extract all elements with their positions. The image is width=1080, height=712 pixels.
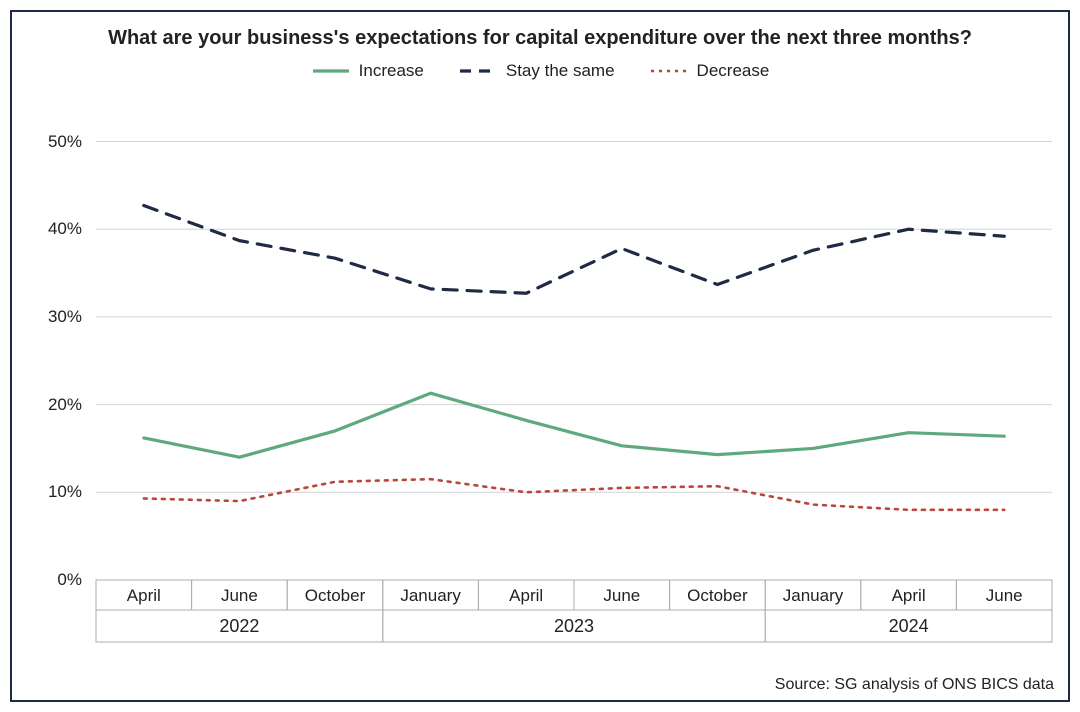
x-group-label: 2023 bbox=[554, 616, 594, 637]
x-tick-label: January bbox=[400, 586, 460, 606]
x-tick-label: April bbox=[127, 586, 161, 606]
chart-frame: What are your business's expectations fo… bbox=[10, 10, 1070, 702]
x-axis-area: April June October January April June October J… bbox=[12, 12, 1072, 704]
x-tick-label: October bbox=[305, 586, 365, 606]
x-tick-label: April bbox=[892, 586, 926, 606]
x-tick-label: June bbox=[603, 586, 640, 606]
plot-area: 0%10%20%30%40%50% AprilJuneOctoberJanuar… bbox=[12, 12, 1068, 700]
x-tick-label: October bbox=[687, 586, 747, 606]
x-group-label: 2022 bbox=[219, 616, 259, 637]
x-tick-label: January bbox=[783, 586, 843, 606]
x-tick-label: April bbox=[509, 586, 543, 606]
x-tick-label: June bbox=[221, 586, 258, 606]
x-group-label: 2024 bbox=[889, 616, 929, 637]
x-tick-label: June bbox=[986, 586, 1023, 606]
source-text: Source: SG analysis of ONS BICS data bbox=[775, 676, 1054, 694]
